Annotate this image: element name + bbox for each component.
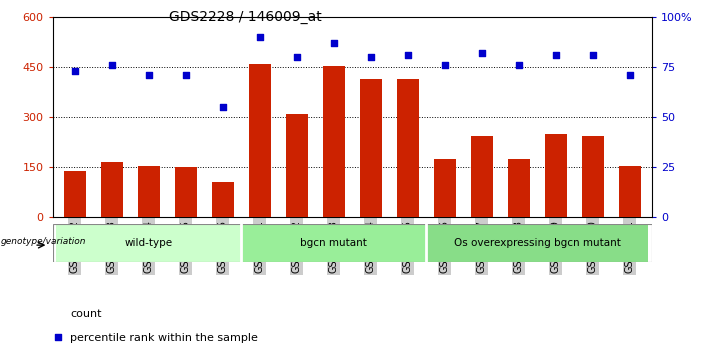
Point bbox=[402, 52, 414, 58]
Bar bbox=[582, 136, 604, 217]
Bar bbox=[64, 171, 86, 217]
Point bbox=[439, 62, 450, 68]
Point bbox=[513, 62, 524, 68]
Bar bbox=[241, 224, 426, 262]
Text: wild-type: wild-type bbox=[125, 238, 173, 248]
Bar bbox=[212, 182, 234, 217]
Point bbox=[587, 52, 599, 58]
Point bbox=[476, 50, 487, 56]
Text: Os overexpressing bgcn mutant: Os overexpressing bgcn mutant bbox=[454, 238, 620, 248]
Bar bbox=[56, 224, 241, 262]
Bar bbox=[101, 162, 123, 217]
Point bbox=[217, 105, 229, 110]
Point bbox=[106, 62, 117, 68]
Bar bbox=[286, 114, 308, 217]
Point bbox=[69, 69, 81, 74]
Text: percentile rank within the sample: percentile rank within the sample bbox=[70, 333, 258, 343]
Point bbox=[180, 72, 191, 78]
Bar bbox=[545, 134, 567, 217]
Text: GDS2228 / 146009_at: GDS2228 / 146009_at bbox=[169, 10, 322, 24]
Text: genotype/variation: genotype/variation bbox=[1, 237, 86, 246]
Point bbox=[550, 52, 562, 58]
Bar bbox=[508, 159, 530, 217]
Bar bbox=[322, 66, 345, 217]
Point bbox=[254, 34, 266, 40]
Text: count: count bbox=[70, 309, 102, 319]
Point bbox=[291, 55, 302, 60]
Bar bbox=[434, 159, 456, 217]
Point bbox=[365, 55, 376, 60]
Point bbox=[52, 335, 63, 340]
Bar bbox=[360, 79, 382, 217]
Bar bbox=[175, 167, 197, 217]
Bar bbox=[470, 136, 493, 217]
Point bbox=[143, 72, 154, 78]
Bar bbox=[397, 79, 418, 217]
Bar bbox=[619, 166, 641, 217]
Point bbox=[328, 40, 339, 46]
Bar bbox=[249, 64, 271, 217]
Bar bbox=[137, 166, 160, 217]
Bar bbox=[426, 224, 648, 262]
Text: bgcn mutant: bgcn mutant bbox=[300, 238, 367, 248]
Point bbox=[624, 72, 635, 78]
